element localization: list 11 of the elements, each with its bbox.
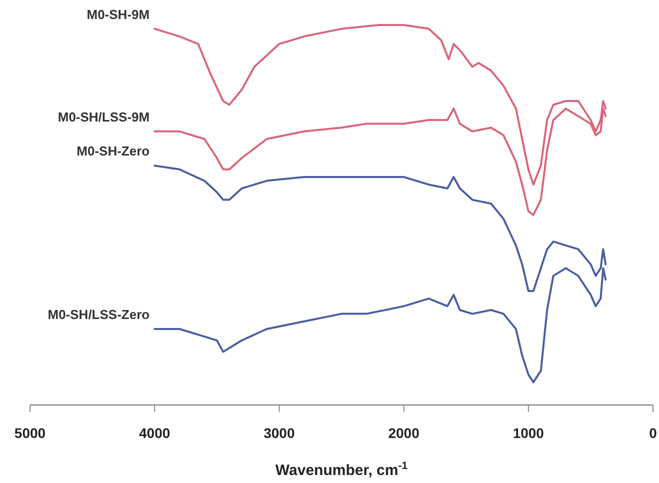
x-tick-label: 3000	[264, 425, 295, 441]
x-tick-label: 1000	[512, 425, 544, 441]
series-label: M0-SH/LSS-9M	[58, 109, 150, 124]
series-label: M0-SH-9M	[86, 6, 150, 22]
series-label: M0-SH/LSS-Zero	[48, 307, 150, 322]
x-tick-label: 4000	[139, 425, 170, 441]
x-tick-label: 5000	[14, 425, 46, 441]
x-axis-title: Wavenumber, cm$^{-1}$	[275, 460, 408, 479]
x-tick-label: 0	[649, 425, 658, 441]
series-label: M0-SH-Zero	[76, 144, 150, 159]
x-tick-label: 2000	[388, 425, 420, 441]
